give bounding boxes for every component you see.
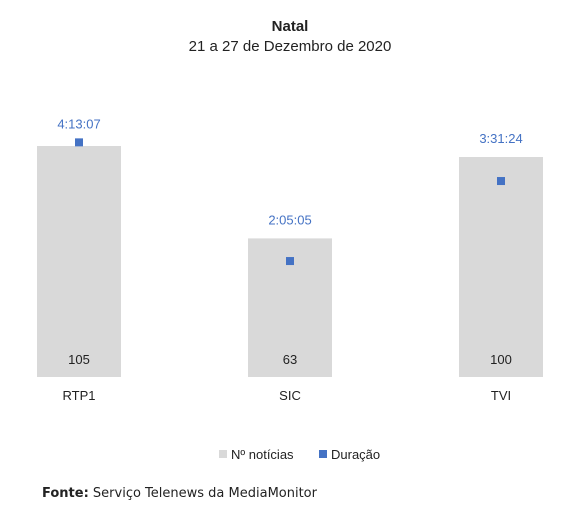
duration-label-sic: 2:05:05 xyxy=(268,212,311,227)
source-note: Fonte: Serviço Telenews da MediaMonitor xyxy=(42,486,317,501)
count-label-tvi: 100 xyxy=(490,352,512,367)
legend-label-duration: Duração xyxy=(331,447,380,462)
legend-swatch-count xyxy=(219,450,227,458)
bar-tvi xyxy=(459,157,543,377)
count-label-rtp1: 105 xyxy=(68,352,90,367)
source-label: Fonte: xyxy=(42,486,89,501)
duration-label-rtp1: 4:13:07 xyxy=(57,116,100,131)
legend-swatch-duration xyxy=(319,450,327,458)
legend: Nº notícias Duração xyxy=(219,447,380,462)
chart-subtitle: 21 a 27 de Dezembro de 2020 xyxy=(189,38,392,55)
duration-marker-tvi xyxy=(497,177,505,186)
count-label-sic: 63 xyxy=(283,352,297,367)
category-label-rtp1: RTP1 xyxy=(63,388,96,403)
bar-rtp1 xyxy=(37,146,121,377)
chart: Natal 21 a 27 de Dezembro de 2020 105 RTP… xyxy=(37,18,543,462)
legend-label-count: Nº notícias xyxy=(231,447,294,462)
duration-marker-sic xyxy=(286,257,294,266)
duration-marker-rtp1 xyxy=(75,138,83,147)
chart-title: Natal xyxy=(272,18,309,35)
source-text: Serviço Telenews da MediaMonitor xyxy=(92,486,317,501)
category-label-sic: SIC xyxy=(279,388,301,403)
category-label-tvi: TVI xyxy=(491,388,511,403)
duration-label-tvi: 3:31:24 xyxy=(479,131,522,146)
